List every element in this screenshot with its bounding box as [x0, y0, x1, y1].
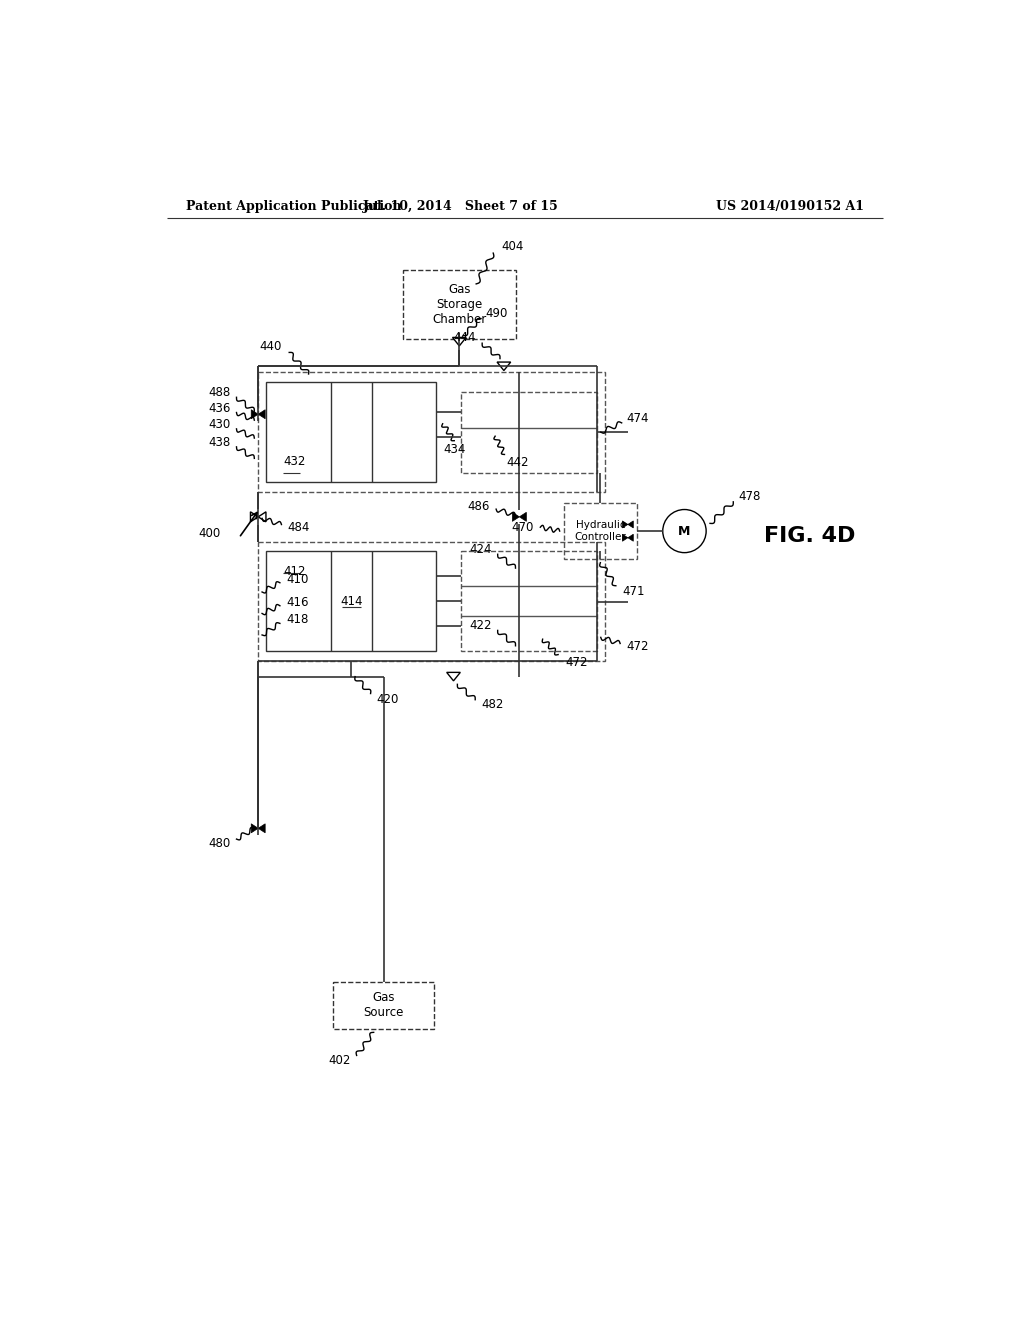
Text: Jul. 10, 2014   Sheet 7 of 15: Jul. 10, 2014 Sheet 7 of 15	[364, 199, 559, 213]
Polygon shape	[623, 535, 628, 541]
Text: 478: 478	[738, 490, 761, 503]
Text: 410: 410	[286, 573, 308, 586]
Text: 440: 440	[259, 339, 282, 352]
Text: 434: 434	[443, 442, 466, 455]
Text: 412: 412	[283, 565, 305, 578]
Text: 488: 488	[208, 387, 230, 399]
Text: FIG. 4D: FIG. 4D	[764, 525, 855, 545]
Polygon shape	[628, 535, 633, 541]
Polygon shape	[623, 521, 628, 528]
Text: 486: 486	[468, 499, 489, 512]
Polygon shape	[251, 409, 258, 418]
Bar	[461, 392, 597, 473]
Text: 420: 420	[376, 693, 398, 706]
Text: 430: 430	[208, 417, 230, 430]
Polygon shape	[258, 409, 265, 418]
Text: 470: 470	[512, 520, 535, 533]
Text: 472: 472	[627, 640, 649, 653]
Text: 471: 471	[622, 585, 644, 598]
Polygon shape	[453, 338, 466, 346]
Text: Patent Application Publication: Patent Application Publication	[186, 199, 401, 213]
Bar	[258, 543, 605, 661]
Bar	[258, 372, 605, 492]
Text: 474: 474	[627, 412, 649, 425]
Text: 422: 422	[469, 619, 492, 632]
Bar	[403, 271, 515, 339]
Bar	[266, 381, 436, 482]
Text: 432: 432	[283, 455, 305, 469]
Text: 444: 444	[454, 330, 476, 343]
Text: 418: 418	[286, 612, 308, 626]
Polygon shape	[258, 512, 266, 521]
Text: 442: 442	[506, 455, 528, 469]
Polygon shape	[251, 512, 258, 521]
Bar	[461, 552, 597, 651]
Text: M: M	[678, 524, 690, 537]
Text: 414: 414	[340, 594, 362, 607]
Text: 404: 404	[501, 240, 523, 253]
Polygon shape	[512, 512, 519, 521]
Text: 484: 484	[288, 521, 310, 535]
Polygon shape	[497, 362, 511, 371]
Polygon shape	[446, 672, 461, 681]
Bar	[266, 552, 436, 651]
Bar	[334, 982, 434, 1028]
Polygon shape	[251, 824, 258, 833]
Text: 490: 490	[485, 308, 508, 321]
Bar	[563, 503, 637, 558]
Text: 438: 438	[208, 437, 230, 450]
Polygon shape	[628, 521, 633, 528]
Text: 402: 402	[328, 1055, 350, 1068]
Text: Hydraulic
Controller: Hydraulic Controller	[574, 520, 627, 543]
Polygon shape	[519, 512, 526, 521]
Text: 472: 472	[566, 656, 589, 669]
Text: Gas
Storage
Chamber: Gas Storage Chamber	[432, 284, 486, 326]
Text: 436: 436	[208, 403, 230, 416]
Text: US 2014/0190152 A1: US 2014/0190152 A1	[716, 199, 864, 213]
Text: 482: 482	[481, 698, 504, 711]
Text: 416: 416	[286, 597, 308, 610]
Polygon shape	[258, 824, 265, 833]
Text: 480: 480	[208, 837, 230, 850]
Text: Gas
Source: Gas Source	[364, 991, 403, 1019]
Text: 424: 424	[469, 543, 492, 556]
Text: 400: 400	[199, 527, 221, 540]
